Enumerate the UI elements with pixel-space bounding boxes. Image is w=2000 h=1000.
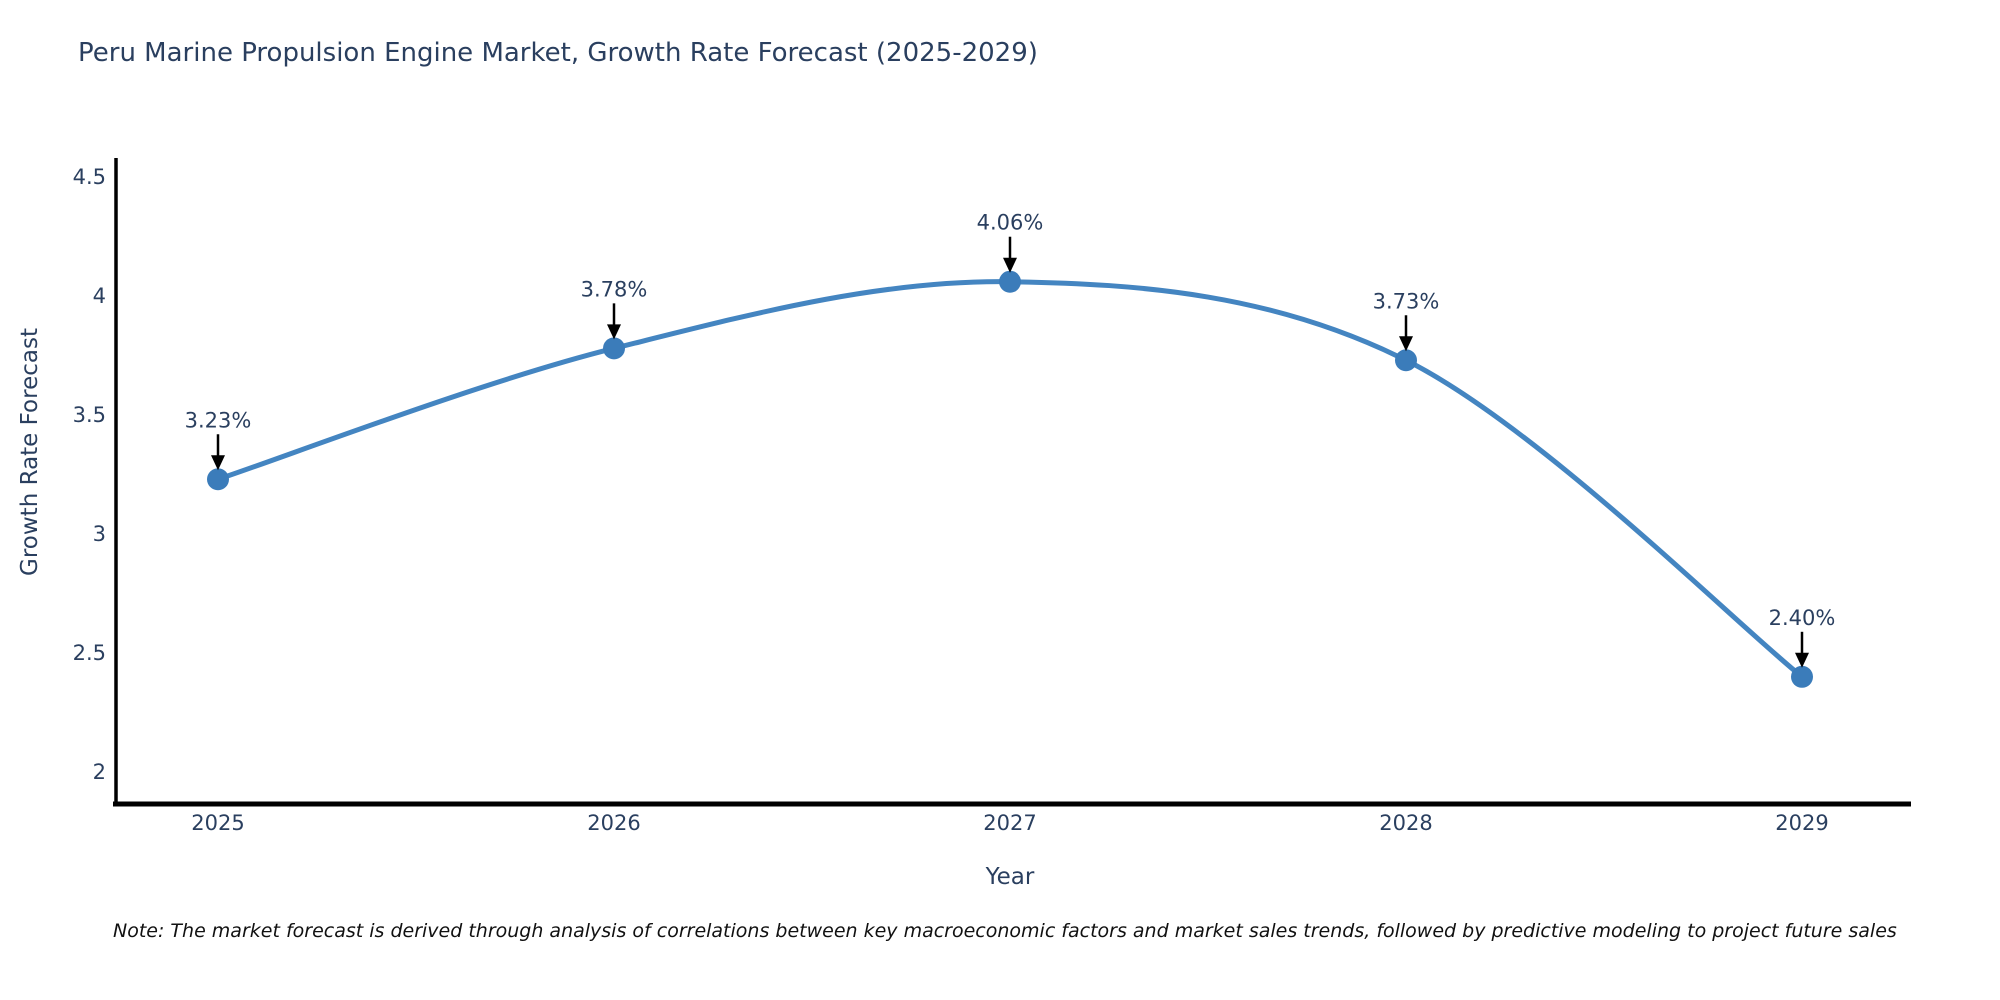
y-tick-labels: 2 2.5 3 3.5 4 4.5 [73, 165, 106, 784]
axes [113, 158, 1911, 807]
point-value-label: 3.23% [185, 408, 252, 432]
data-point-marker [1395, 349, 1417, 372]
point-value-label: 4.06% [977, 211, 1044, 235]
y-tick-label: 2.5 [73, 641, 106, 665]
x-tick-label: 2025 [191, 811, 244, 835]
x-tick-label: 2026 [587, 811, 640, 835]
annotation-arrowhead-icon [607, 324, 621, 340]
data-point-marker [999, 270, 1021, 293]
y-axis-title: Growth Rate Forecast [17, 328, 43, 576]
data-point-marker [207, 468, 229, 491]
data-point-marker [1791, 665, 1813, 688]
point-value-label: 3.73% [1373, 289, 1440, 313]
point-value-label: 2.40% [1769, 606, 1836, 630]
point-annotation: 3.23% [185, 408, 252, 471]
growth-rate-line [215, 279, 1805, 680]
point-value-label: 3.78% [581, 277, 648, 301]
annotation-arrowhead-icon [1399, 336, 1413, 352]
line-series [215, 279, 1805, 680]
y-tick-label: 4.5 [73, 165, 106, 189]
annotation-arrowhead-icon [1003, 257, 1017, 273]
x-tick-label: 2028 [1379, 811, 1432, 835]
y-tick-label: 4 [93, 284, 106, 308]
x-tick-labels: 2025 2026 2027 2028 2029 [191, 811, 1828, 835]
annotation-arrowhead-icon [1795, 652, 1809, 668]
data-points [207, 270, 1813, 688]
x-tick-label: 2027 [983, 811, 1036, 835]
x-tick-label: 2029 [1775, 811, 1828, 835]
point-annotation: 4.06% [977, 211, 1044, 273]
chart-title: Peru Marine Propulsion Engine Market, Gr… [78, 38, 1038, 68]
data-point-marker [603, 337, 625, 360]
x-axis-title: Year [985, 864, 1035, 890]
point-annotation: 3.78% [581, 277, 648, 340]
footnote: Note: The market forecast is derived thr… [113, 920, 1897, 942]
annotation-arrowhead-icon [211, 455, 225, 471]
point-annotations: 3.23% 3.78% 4.06% 3.73% 2.40% [185, 211, 1836, 668]
y-tick-label: 3 [93, 522, 106, 546]
y-tick-label: 3.5 [73, 403, 106, 427]
point-annotation: 3.73% [1373, 289, 1440, 352]
y-tick-label: 2 [93, 760, 106, 784]
point-annotation: 2.40% [1769, 606, 1836, 668]
